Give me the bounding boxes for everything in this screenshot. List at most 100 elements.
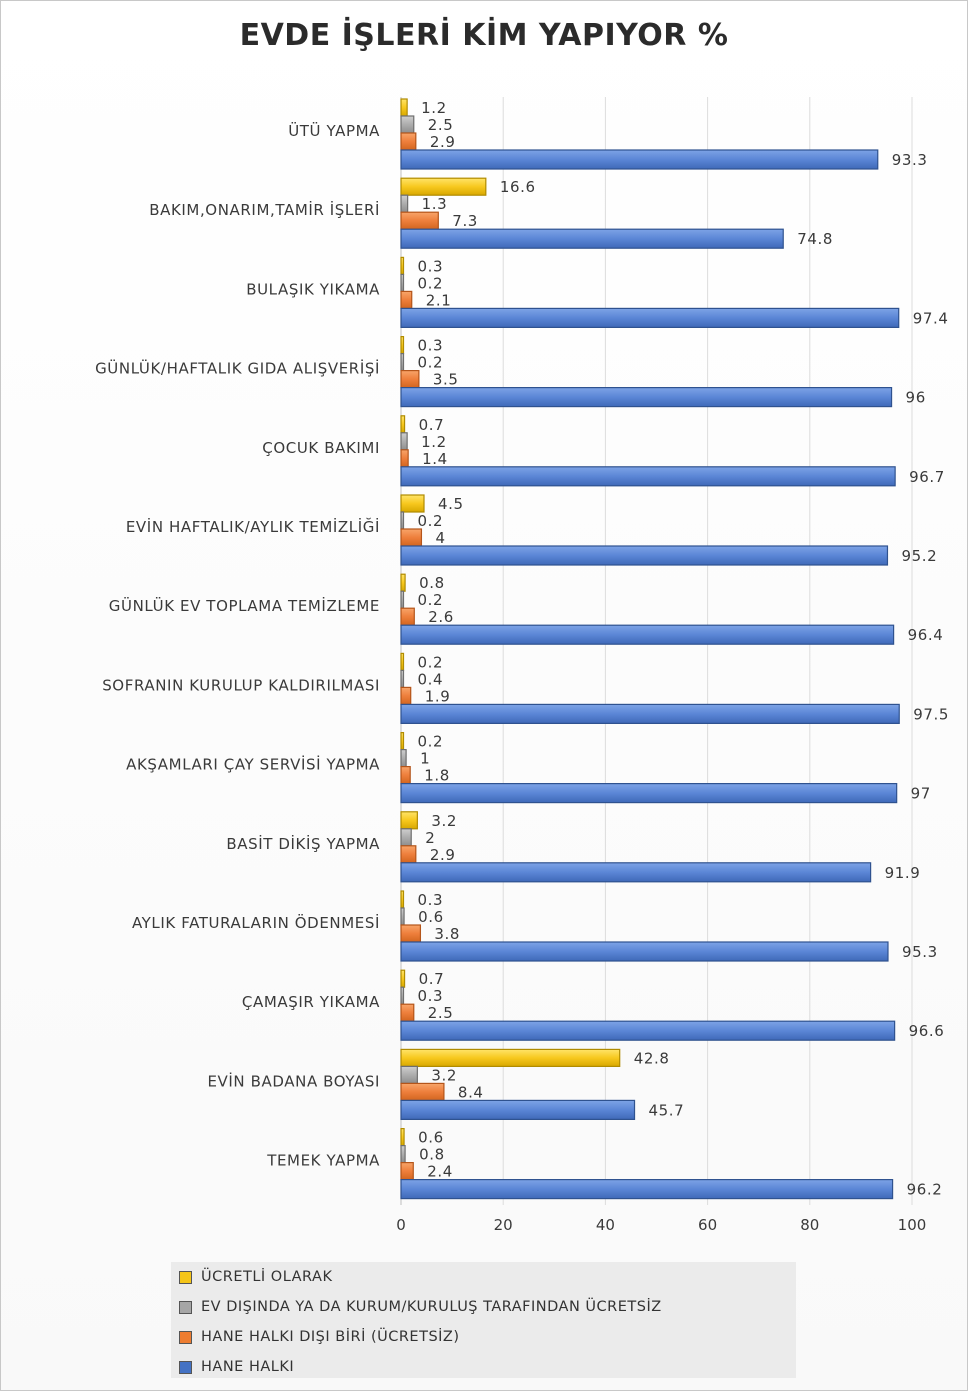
data-label: 0.3	[418, 257, 444, 275]
data-label: 0.6	[418, 908, 444, 926]
data-label: 0.2	[418, 591, 444, 609]
data-label: 95.2	[901, 547, 937, 565]
category-label: BULAŞIK YIKAMA	[246, 280, 380, 298]
data-label: 1	[420, 750, 430, 768]
category-label: SOFRANIN KURULUP KALDIRILMASI	[102, 676, 380, 694]
data-label: 2.5	[428, 1004, 454, 1022]
data-label: 3.8	[434, 925, 460, 943]
bar	[400, 211, 439, 230]
data-label: 96.7	[909, 468, 945, 486]
bar-chart: EVDE İŞLERİ KİM YAPIYOR % 0 20 40 60 80 100 ÜT…	[95, 17, 949, 1234]
data-label: 0.3	[418, 337, 444, 355]
data-label: 3.5	[433, 371, 459, 389]
data-label: 96.4	[908, 626, 944, 644]
data-label: 3.2	[431, 812, 457, 830]
bar	[400, 686, 412, 706]
legend-label: ÜCRETLİ OLARAK	[201, 1269, 333, 1285]
legend-swatch	[179, 1270, 192, 1284]
labels: 0 20 40 60 80 100 ÜTÜ YAPMA BAKIM,ONARIM,TAMİR …	[95, 99, 949, 1234]
legend-label: HANE HALKI DIŞI BİRİ (ÜCRETSİZ)	[201, 1329, 460, 1345]
data-label: 8.4	[458, 1083, 484, 1101]
data-label: 3.2	[431, 1066, 457, 1084]
bar	[400, 924, 422, 943]
category-label: GÜNLÜK EV TOPLAMA TEMİZLEME	[109, 596, 380, 615]
bar	[400, 370, 420, 389]
legend-swatch	[179, 1330, 192, 1344]
data-label: 2.6	[428, 608, 454, 626]
x-tick-label: 100	[898, 1216, 927, 1234]
legend-item: HANE HALKI DIŞI BİRİ (ÜCRETSİZ)	[179, 1326, 460, 1348]
bar	[400, 1178, 894, 1200]
category-label: AKŞAMLARI ÇAY SERVİSİ YAPMA	[126, 755, 380, 774]
data-label: 45.7	[649, 1101, 685, 1119]
bar	[400, 624, 895, 645]
legend-swatch	[179, 1360, 192, 1374]
data-label: 2.1	[426, 291, 452, 309]
bar	[400, 703, 900, 725]
bar	[400, 669, 405, 689]
data-label: 2.5	[428, 116, 454, 134]
data-label: 2.4	[427, 1163, 453, 1181]
x-tick-label: 80	[800, 1216, 819, 1234]
bar	[400, 969, 406, 988]
bar	[400, 449, 409, 468]
category-label: EVİN HAFTALIK/AYLIK TEMİZLİĞİ	[126, 517, 380, 536]
legend-item: HANE HALKI	[179, 1356, 294, 1378]
bar	[400, 1127, 405, 1147]
bar	[400, 307, 900, 328]
bar	[400, 1099, 636, 1121]
data-label: 0.8	[419, 574, 445, 592]
bar	[400, 845, 417, 864]
bar	[400, 256, 405, 275]
category-label: GÜNLÜK/HAFTALIK GIDA ALIŞVERİŞİ	[95, 359, 380, 378]
bar	[400, 1048, 621, 1068]
data-label: 16.6	[500, 178, 536, 196]
data-label: 95.3	[902, 943, 938, 961]
bar	[400, 387, 893, 408]
data-label: 1.2	[421, 99, 447, 117]
bar	[400, 132, 417, 151]
data-label: 0.8	[419, 1146, 445, 1164]
x-tick-label: 0	[396, 1216, 406, 1234]
legend-label: HANE HALKI	[201, 1359, 295, 1375]
bar	[400, 986, 405, 1005]
x-tick-label: 40	[596, 1216, 615, 1234]
data-label: 91.9	[885, 864, 921, 882]
data-label: 1.3	[422, 195, 448, 213]
data-label: 4.5	[438, 495, 464, 513]
bar	[400, 765, 411, 785]
legend-item: ÜCRETLİ OLARAK	[179, 1266, 332, 1288]
bar	[400, 290, 413, 309]
bar	[400, 528, 423, 547]
data-label: 0.7	[419, 416, 445, 434]
data-label: 0.3	[418, 891, 444, 909]
bar	[400, 273, 405, 292]
data-label: 1.8	[424, 767, 450, 785]
category-label: TEMEK YAPMA	[266, 1152, 380, 1170]
bars	[400, 98, 900, 1200]
data-label: 42.8	[634, 1049, 670, 1067]
data-label: 93.3	[892, 151, 928, 169]
bar	[400, 336, 405, 355]
data-label: 97.5	[913, 705, 949, 723]
bar	[400, 782, 898, 804]
bar	[400, 466, 896, 487]
data-label: 96.2	[907, 1181, 943, 1199]
data-label: 7.3	[452, 212, 478, 230]
legend: ÜCRETLİ OLARAK EV DIŞINDA YA DA KURUM/KUR…	[171, 1262, 796, 1378]
x-tick-label: 60	[698, 1216, 717, 1234]
bar	[400, 432, 408, 451]
bar	[400, 1020, 896, 1041]
legend-label: EV DIŞINDA YA DA KURUM/KURULUŞ TARAFINDA…	[201, 1299, 662, 1315]
bar	[400, 811, 418, 830]
bar	[400, 573, 406, 592]
bar	[400, 1082, 445, 1102]
data-label: 1.4	[422, 450, 448, 468]
data-label: 0.2	[418, 653, 444, 671]
data-label: 1.2	[421, 433, 447, 451]
bar	[400, 907, 405, 926]
data-label: 0.7	[419, 970, 445, 988]
bar	[400, 415, 406, 434]
bar	[400, 149, 879, 170]
data-label: 74.8	[797, 230, 833, 248]
